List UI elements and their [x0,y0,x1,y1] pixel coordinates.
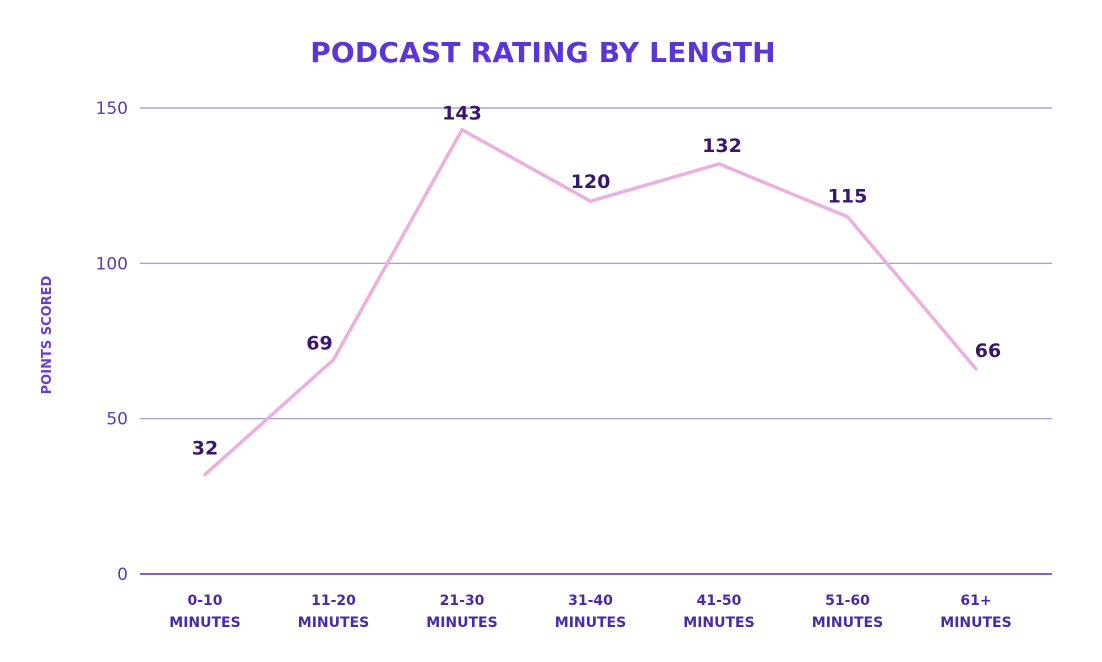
x-tick-label: 61+ MINUTES [940,593,1011,631]
data-label: 132 [702,135,742,157]
series-line [203,127,978,477]
x-tick-label: 21-30 MINUTES [426,593,497,631]
x-tick-label: 31-40 MINUTES [555,593,626,631]
data-label: 115 [828,186,868,208]
data-label: 32 [192,438,218,460]
data-label: 66 [975,340,1001,362]
chart-title: PODCAST RATING BY LENGTH [310,36,776,69]
data-label: 120 [571,171,611,193]
y-axis-ticks: 0 50 100 150 [96,99,128,585]
y-axis-label: POINTS SCORED [40,275,55,394]
data-label: 69 [306,333,332,355]
data-label: 143 [442,103,482,125]
x-axis-ticks: 0-10 MINUTES 11-20 MINUTES 21-30 MINUTES 31-40… [169,593,1011,631]
series-line-layer [203,127,978,477]
x-tick-label: 41-50 MINUTES [683,593,754,631]
gridlines [140,107,1052,575]
x-tick-label: 0-10 MINUTES [169,593,240,631]
x-tick-label: 51-60 MINUTES [812,593,883,631]
y-tick-label: 100 [96,254,128,274]
y-tick-label: 50 [106,410,128,430]
x-tick-label: 11-20 MINUTES [298,593,369,631]
data-labels: 32 69 143 120 132 115 66 [192,103,1001,460]
y-tick-label: 150 [96,99,128,119]
y-tick-label: 0 [117,565,128,585]
